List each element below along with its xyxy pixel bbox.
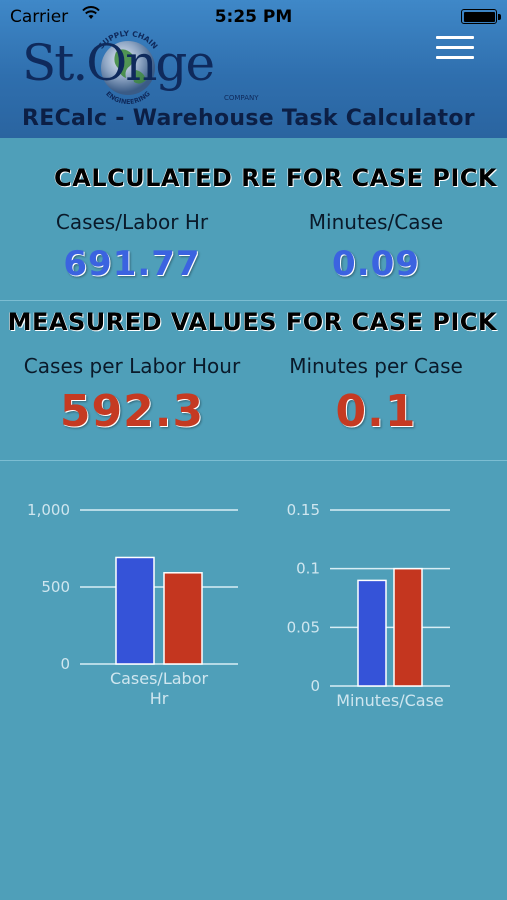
y-tick-label: 0 (60, 655, 70, 673)
y-tick-label: 0.15 (287, 501, 320, 519)
carrier-label: Carrier (10, 7, 69, 27)
section-divider (0, 300, 507, 301)
company-logo: SUPPLY CHAIN ENGINEERING St.Onge COMPANY (22, 26, 272, 106)
logo-company: COMPANY (224, 94, 259, 102)
measured-section-title: MEASURED VALUES FOR CASE PICK (7, 308, 497, 336)
battery-icon (461, 9, 501, 24)
meas-cases-label: Cases per Labor Hour (23, 354, 241, 378)
x-axis-label: Cases/Labor (110, 669, 209, 688)
y-tick-label: 0.05 (287, 618, 320, 636)
logo-wordmark: St.Onge (22, 34, 215, 92)
y-tick-label: 1,000 (27, 501, 70, 519)
y-tick-label: 0.1 (296, 560, 320, 578)
bar-calculated (357, 579, 387, 687)
calculated-section-title: CALCULATED RE FOR CASE PICK (54, 164, 497, 192)
app-title: RECalc - Warehouse Task Calculator (22, 106, 475, 131)
y-tick-label: 500 (41, 578, 70, 596)
x-axis-label: Hr (150, 689, 169, 708)
calc-minutes-value: 0.09 (332, 244, 420, 284)
meas-minutes-label: Minutes per Case (289, 354, 463, 378)
y-tick-label: 0 (310, 677, 320, 695)
bar-calculated (115, 556, 155, 665)
meas-minutes-value: 0.1 (335, 386, 417, 437)
bar-measured (393, 567, 423, 687)
status-bar: Carrier 5:25 PM (0, 0, 507, 34)
wifi-icon (82, 6, 100, 19)
app-header: Carrier 5:25 PM SUPPLY CHAIN ENG (0, 0, 507, 138)
bar-measured (163, 572, 203, 665)
calc-cases-label: Cases/Labor Hr (55, 210, 209, 234)
section-divider (0, 460, 507, 461)
calc-minutes-label: Minutes/Case (308, 210, 444, 234)
globe-icon: SUPPLY CHAIN ENGINEERING (96, 29, 159, 106)
minutes-chart: 0 0.05 0.1 0.15 Minutes/Case (287, 501, 450, 710)
hamburger-menu-icon[interactable] (436, 36, 474, 60)
x-axis-label: Minutes/Case (336, 691, 444, 710)
meas-cases-value: 592.3 (59, 386, 205, 437)
calc-cases-value: 691.77 (63, 244, 201, 284)
status-time: 5:25 PM (214, 7, 293, 27)
